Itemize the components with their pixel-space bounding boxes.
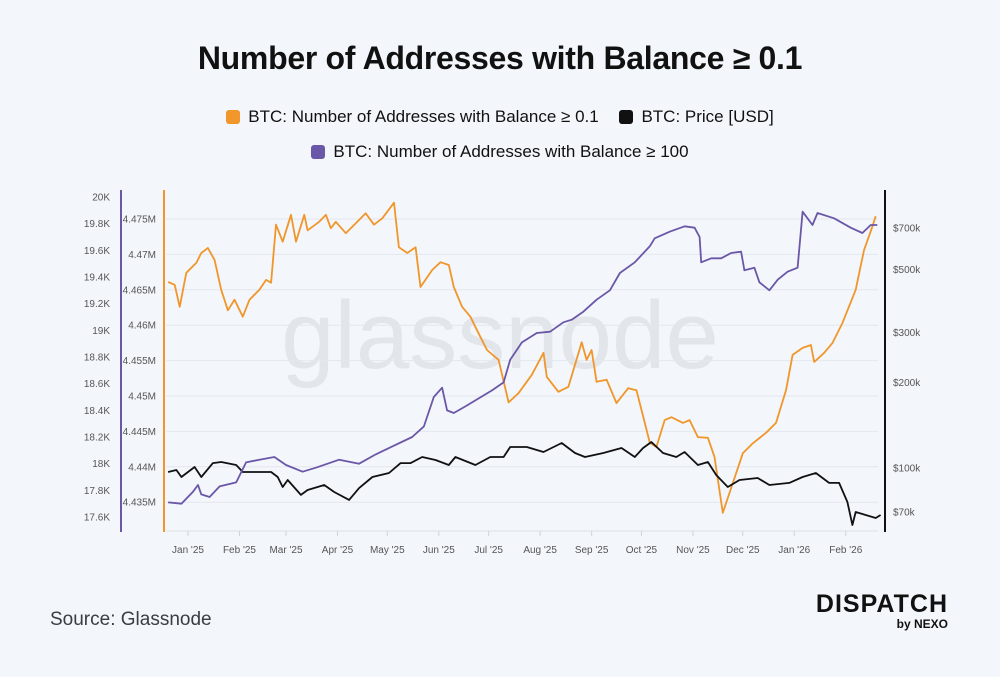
x-tick-label: Jan '25 — [172, 545, 204, 556]
y-tick-label-left-inner: 4.455M — [123, 356, 156, 367]
legend-item-price[interactable]: BTC: Price [USD] — [619, 107, 774, 127]
x-tick-label: Oct '25 — [626, 545, 658, 556]
y-tick-label-left-inner: 4.475M — [123, 215, 156, 226]
x-tick-label: Jun '25 — [423, 545, 455, 556]
y-tick-label-right: $70k — [893, 508, 916, 519]
y-tick-label-left-outer: 18.2K — [84, 433, 110, 444]
axes: Jan '25 Feb '25 Mar '25 Apr '25 May '25 Jun '… — [84, 190, 921, 556]
x-tick-label: Feb '25 — [223, 545, 256, 556]
y-tick-label-left-inner: 4.47M — [128, 250, 156, 261]
x-tick-label: Feb '26 — [829, 545, 862, 556]
y-tick-label-left-inner: 4.435M — [123, 498, 156, 509]
y-tick-label-left-outer: 17.8K — [84, 486, 110, 497]
y-tick-label-left-outer: 18.6K — [84, 379, 110, 390]
x-tick-label: Nov '25 — [676, 545, 710, 556]
legend-swatch-purple — [311, 145, 326, 159]
legend-swatch-orange — [226, 110, 241, 124]
series-lines — [167, 201, 882, 526]
series-line-addresses-0-1 — [167, 201, 877, 514]
x-tick-label: May '25 — [370, 545, 405, 556]
y-tick-label-left-outer: 19.6K — [84, 246, 110, 257]
series-line-addresses-100 — [168, 210, 878, 505]
legend-row-2: BTC: Number of Addresses with Balance ≥ … — [0, 142, 1000, 164]
series-line-price — [167, 441, 882, 526]
y-tick-label-left-outer: 19K — [92, 326, 110, 337]
x-tick-label: Jan '26 — [778, 545, 810, 556]
legend-item-addresses-100[interactable]: BTC: Number of Addresses with Balance ≥ … — [311, 142, 689, 162]
gridlines — [166, 218, 878, 503]
y-tick-label-left-inner: 4.44M — [128, 462, 156, 473]
y-tick-label-right: $300k — [893, 328, 921, 339]
logo-sub: by NEXO — [896, 617, 948, 631]
chart-title: Number of Addresses with Balance ≥ 0.1 — [197, 40, 803, 76]
y-tick-label-left-inner: 4.465M — [123, 285, 156, 296]
legend-label: BTC: Number of Addresses with Balance ≥ … — [248, 107, 599, 126]
legend-row-1: BTC: Number of Addresses with Balance ≥ … — [0, 107, 1000, 129]
legend-swatch-black — [619, 110, 634, 124]
dispatch-logo: DISPATCH by NEXO — [786, 591, 948, 631]
x-tick-label: Jul '25 — [474, 545, 503, 556]
y-tick-label-left-outer: 20K — [92, 193, 110, 204]
y-tick-label-left-outer: 19.8K — [84, 219, 110, 230]
source-note: Source: Glassnode — [50, 609, 212, 630]
x-tick-label: Aug '25 — [523, 545, 557, 556]
watermark: glassnode — [281, 282, 719, 389]
y-tick-label-left-outer: 18K — [92, 459, 110, 470]
y-tick-label-left-inner: 4.445M — [123, 427, 156, 438]
x-tick-label: Apr '25 — [322, 545, 354, 556]
y-tick-label-left-inner: 4.45M — [128, 392, 156, 403]
legend-item-addresses-0-1[interactable]: BTC: Number of Addresses with Balance ≥ … — [226, 107, 599, 127]
x-tick-label: Mar '25 — [269, 545, 302, 556]
y-tick-label-right: $500k — [893, 265, 921, 276]
y-tick-label-right: $200k — [893, 378, 921, 389]
y-tick-label-left-inner: 4.46M — [128, 321, 156, 332]
logo-main: DISPATCH — [815, 590, 948, 618]
legend-label: BTC: Number of Addresses with Balance ≥ … — [333, 142, 689, 161]
y-tick-label-left-outer: 18.4K — [84, 406, 110, 417]
legend-label: BTC: Price [USD] — [641, 107, 774, 126]
y-tick-label-left-outer: 19.2K — [84, 299, 110, 310]
y-tick-label-right: $100k — [893, 464, 921, 475]
y-tick-label-left-outer: 17.6K — [84, 513, 110, 524]
x-tick-label: Dec '25 — [726, 545, 760, 556]
y-tick-label-right: $700k — [893, 224, 921, 235]
y-tick-label-left-outer: 19.4K — [84, 273, 110, 284]
y-tick-label-left-outer: 18.8K — [84, 353, 110, 364]
x-tick-label: Sep '25 — [575, 545, 609, 556]
